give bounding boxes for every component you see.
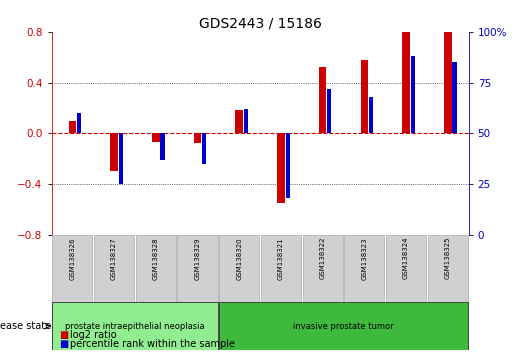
Text: GSM138325: GSM138325 xyxy=(445,237,451,279)
Bar xyxy=(136,235,176,302)
Bar xyxy=(119,133,123,184)
Bar xyxy=(444,32,452,133)
Bar xyxy=(328,88,332,133)
Bar xyxy=(94,235,134,302)
Text: ■: ■ xyxy=(59,339,68,349)
Text: prostate intraepithelial neoplasia: prostate intraepithelial neoplasia xyxy=(65,322,205,331)
Bar xyxy=(402,32,410,133)
Text: invasive prostate tumor: invasive prostate tumor xyxy=(293,322,394,331)
Bar xyxy=(386,235,426,302)
Bar xyxy=(303,235,342,302)
Bar xyxy=(161,133,165,160)
Bar xyxy=(53,302,217,350)
Bar xyxy=(345,235,384,302)
Bar xyxy=(219,235,259,302)
Bar xyxy=(178,235,217,302)
Text: GSM138323: GSM138323 xyxy=(362,237,367,280)
Text: GSM138326: GSM138326 xyxy=(70,237,75,280)
Text: disease state: disease state xyxy=(0,321,50,331)
Title: GDS2443 / 15186: GDS2443 / 15186 xyxy=(199,17,321,31)
Bar xyxy=(53,235,92,302)
Bar xyxy=(194,133,201,143)
Text: GSM138322: GSM138322 xyxy=(320,237,325,279)
Bar xyxy=(152,133,160,142)
Bar xyxy=(286,133,290,198)
Text: GSM138320: GSM138320 xyxy=(236,237,242,280)
Bar xyxy=(360,60,368,133)
Bar xyxy=(68,121,76,133)
Bar xyxy=(411,56,415,133)
Bar xyxy=(428,235,468,302)
Bar xyxy=(202,133,207,164)
Bar xyxy=(319,67,327,133)
Text: log2 ratio: log2 ratio xyxy=(70,330,116,339)
Bar xyxy=(244,109,248,133)
Bar xyxy=(261,235,301,302)
Bar xyxy=(277,133,285,203)
Bar xyxy=(369,97,373,133)
Text: ■: ■ xyxy=(59,330,68,339)
Bar xyxy=(77,113,81,133)
Bar xyxy=(235,110,243,133)
Text: GSM138328: GSM138328 xyxy=(153,237,159,280)
Text: GSM138327: GSM138327 xyxy=(111,237,117,280)
Text: percentile rank within the sample: percentile rank within the sample xyxy=(70,339,234,349)
Text: GSM138324: GSM138324 xyxy=(403,237,409,279)
Bar xyxy=(219,302,468,350)
Text: GSM138321: GSM138321 xyxy=(278,237,284,280)
Text: GSM138329: GSM138329 xyxy=(195,237,200,280)
Bar xyxy=(110,133,118,171)
Bar xyxy=(453,62,457,133)
